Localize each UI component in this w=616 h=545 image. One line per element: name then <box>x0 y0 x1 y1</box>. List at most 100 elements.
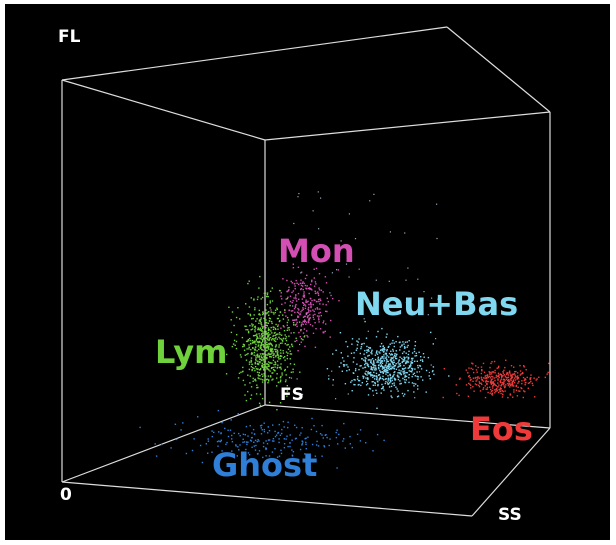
dot <box>519 374 521 376</box>
dot <box>255 360 257 362</box>
dot <box>479 382 481 384</box>
dot <box>358 380 361 382</box>
dot <box>398 372 400 374</box>
dot <box>218 440 220 442</box>
dot <box>485 381 487 383</box>
dot <box>307 436 309 438</box>
dot <box>364 356 366 359</box>
dot <box>490 379 492 382</box>
dot <box>384 370 386 373</box>
dot <box>489 372 491 374</box>
dot <box>304 319 306 321</box>
dot <box>406 372 408 374</box>
dot <box>360 343 363 346</box>
dot <box>268 379 270 381</box>
dot <box>262 326 264 329</box>
dot <box>372 384 374 386</box>
dot <box>264 292 267 294</box>
dot <box>279 377 282 379</box>
dot <box>379 345 382 348</box>
dot <box>304 320 306 322</box>
dot <box>476 384 478 386</box>
dot <box>373 367 375 369</box>
dot <box>251 352 254 354</box>
dot <box>386 360 388 363</box>
dot <box>251 369 253 372</box>
dot <box>468 375 470 378</box>
dot <box>274 338 276 340</box>
dot <box>401 367 404 370</box>
dot <box>273 313 275 315</box>
dot <box>254 329 256 331</box>
dot <box>388 382 390 385</box>
dot <box>303 296 306 298</box>
dot <box>366 364 368 366</box>
dot <box>294 306 297 308</box>
dot <box>217 445 219 447</box>
dot <box>259 368 262 371</box>
dot <box>275 351 277 353</box>
dot <box>288 326 290 329</box>
dot <box>362 367 364 369</box>
dot <box>395 368 398 370</box>
dot <box>515 370 517 373</box>
dot <box>383 368 386 370</box>
dot <box>296 311 299 313</box>
dot <box>360 346 363 348</box>
dot <box>332 379 334 381</box>
dot <box>507 384 510 387</box>
dot <box>391 366 393 368</box>
dot <box>411 382 414 384</box>
dot <box>326 310 328 313</box>
dot <box>266 367 268 369</box>
dot <box>480 376 483 378</box>
dot <box>320 299 322 302</box>
dot <box>358 338 360 340</box>
dot <box>252 347 254 349</box>
dot <box>370 373 372 376</box>
dot <box>250 440 253 442</box>
dot <box>234 344 236 346</box>
dot <box>402 373 405 375</box>
dot <box>267 328 270 331</box>
dot <box>252 428 255 431</box>
dot <box>250 366 253 368</box>
dot <box>276 373 278 375</box>
dot <box>325 282 328 284</box>
dot <box>398 376 400 378</box>
dot <box>221 450 223 452</box>
dot <box>387 369 389 372</box>
dot <box>484 396 487 399</box>
dot <box>264 343 267 345</box>
dot <box>301 322 303 324</box>
dot <box>254 363 256 365</box>
dot <box>385 362 388 364</box>
dot <box>503 380 505 383</box>
dot <box>403 345 406 348</box>
axis-label: FS <box>280 385 304 405</box>
dot <box>328 378 330 380</box>
dot <box>388 363 390 365</box>
dot <box>383 389 385 391</box>
dot <box>353 352 355 354</box>
dot <box>513 391 515 393</box>
dot <box>267 311 270 313</box>
dot <box>318 312 320 314</box>
dot <box>296 300 298 302</box>
dot <box>276 333 278 335</box>
dot <box>471 362 473 364</box>
dot <box>509 393 512 395</box>
dot <box>511 380 514 383</box>
cloud <box>442 359 550 399</box>
dot <box>297 315 299 317</box>
dot <box>470 387 472 389</box>
dot <box>356 344 359 346</box>
dot <box>404 367 407 369</box>
dot <box>284 311 286 314</box>
dot <box>433 373 435 376</box>
dot <box>257 374 259 376</box>
dot <box>283 326 285 328</box>
dot <box>260 368 262 370</box>
dot <box>278 455 281 457</box>
cube <box>61 26 551 517</box>
